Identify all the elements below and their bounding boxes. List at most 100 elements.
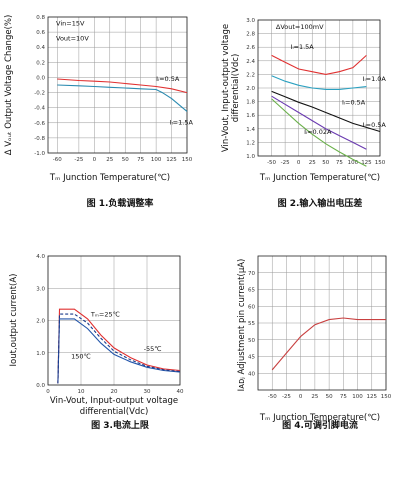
x-tick-label: 20 — [111, 389, 118, 395]
x-tick-label: 40 — [177, 389, 184, 395]
y-tick-label: 3.0 — [36, 286, 45, 292]
series-line-5 — [271, 98, 367, 167]
y-tick-label: -0.2 — [34, 91, 45, 97]
annotation-label: Iₗ=0.5A — [342, 98, 366, 106]
plot-frame — [257, 19, 381, 157]
x-tick-label: 125 — [166, 157, 177, 163]
y-tick-label: -0.6 — [34, 121, 45, 127]
chart-2: -50 -25 0 25 50 75 100 125 150 3.0 2.8 2.6 2.4 2.2 2.0… — [221, 18, 386, 209]
y-axis-label: Iᴀᴅⱼ Adjustment pin current(μA) — [237, 259, 247, 392]
x-axis-label: Vin-Vout, Input-output voltage — [50, 396, 178, 406]
x-tick-label: 100 — [348, 160, 359, 166]
annotation-label: -55℃ — [144, 345, 162, 353]
y-tick-label: 2.8 — [246, 32, 255, 38]
y-tick-label: 1.0 — [36, 351, 45, 357]
y-tick-label: 3.0 — [246, 18, 255, 24]
y-tick-label: 65 — [248, 288, 255, 294]
y-tick-label: 45 — [248, 355, 255, 361]
y-axis-label-line2: differential(Vdc) — [231, 54, 241, 123]
y-tick-label: 40 — [248, 371, 255, 377]
x-axis-label: Tₘ Junction Temperature(℃) — [259, 173, 380, 183]
x-tick-label: 75 — [137, 157, 144, 163]
series-line-1 — [271, 317, 386, 371]
x-axis-label: Tₘ Junction Temperature(℃) — [259, 413, 380, 423]
annotation-label: Vout=10V — [56, 34, 89, 42]
x-tick-label: 75 — [336, 160, 343, 166]
annotation-label: Tₘ=25℃ — [90, 311, 120, 319]
y-tick-label: 0.2 — [36, 60, 45, 66]
y-tick-label: 70 — [248, 271, 255, 277]
series-line-3 — [271, 90, 381, 133]
y-tick-label: 1.2 — [246, 140, 255, 146]
y-axis-label: Vin-Vout, Input-output voltage — [221, 24, 231, 152]
x-tick-label: -25 — [281, 160, 290, 166]
chart-1: -60 -25 0 25 50 75 100 125 150 0.8 0.6 0.4 0.2 0.0 -0.… — [4, 15, 193, 209]
x-tick-label: 125 — [361, 160, 372, 166]
y-tick-label: 1.0 — [246, 154, 255, 160]
y-tick-label: 0.8 — [36, 15, 45, 21]
y-axis-label: Iout,output current(A) — [9, 274, 19, 367]
annotation-label: Iₗ=1.5A — [170, 118, 194, 126]
annotation-label: Iₗ=1.0A — [363, 75, 387, 83]
x-tick-label: 0 — [299, 394, 303, 400]
x-tick-label: 50 — [322, 160, 329, 166]
series-line-2 — [271, 75, 367, 90]
x-tick-label: 50 — [122, 157, 129, 163]
figure-caption: 图 4.可调引脚电流 — [282, 419, 358, 431]
x-tick-label: -25 — [74, 157, 83, 163]
x-tick-label: 100 — [352, 394, 363, 400]
x-tick-label: 75 — [340, 394, 347, 400]
x-tick-label: 100 — [151, 157, 162, 163]
series-line-1 — [57, 78, 188, 94]
y-tick-label: 4.0 — [36, 254, 45, 260]
y-tick-label: -0.8 — [34, 136, 45, 142]
figure-caption: 图 1.负载调整率 — [87, 197, 154, 209]
x-axis-label-line2: differential(Vdc) — [80, 407, 149, 417]
y-tick-label: 0.0 — [36, 75, 45, 81]
y-tick-label: 0.4 — [36, 45, 45, 51]
x-tick-label: 150 — [182, 157, 193, 163]
annotation-label: ΔVout=100mV — [276, 23, 324, 31]
y-tick-label: 50 — [248, 338, 255, 344]
x-tick-label: -50 — [267, 160, 276, 166]
y-tick-label: 60 — [248, 304, 255, 310]
y-axis-label: Δ Vₒᵤₜ Output Voltage Change(%) — [4, 15, 14, 156]
x-tick-label: 25 — [309, 160, 316, 166]
y-tick-label: 2.0 — [246, 86, 255, 92]
x-tick-label: 150 — [375, 160, 386, 166]
y-tick-label: 1.6 — [246, 113, 255, 119]
chart-3: 0 10 20 30 40 4.0 3.0 2.0 1.0 0.0 Tₘ=25℃ -55℃ 150℃ Vi… — [9, 254, 184, 431]
annotation-label: Iₗ=0.02A — [304, 128, 332, 136]
annotation-label: Iₗ=1.5A — [291, 43, 315, 51]
series-line-4 — [271, 95, 367, 150]
annotation-label: Vin=15V — [56, 19, 85, 27]
series-line-3 — [57, 313, 181, 384]
plot-frame — [257, 255, 387, 391]
y-tick-label: 0.6 — [36, 30, 45, 36]
x-tick-label: 30 — [144, 389, 151, 395]
y-tick-label: 0.0 — [36, 383, 45, 389]
x-tick-label: 0 — [93, 157, 97, 163]
y-tick-label: 55 — [248, 321, 255, 327]
y-tick-label: 2.6 — [246, 45, 255, 51]
annotation-label: Iₗ=0.5A — [363, 121, 387, 129]
figure-caption: 图 3.电流上限 — [91, 419, 150, 431]
y-tick-label: 2.0 — [36, 319, 45, 325]
x-tick-label: -50 — [268, 394, 277, 400]
annotation-label: 150℃ — [71, 353, 91, 361]
y-tick-label: 1.8 — [246, 100, 255, 106]
y-tick-label: 2.4 — [246, 59, 255, 65]
y-tick-label: 1.4 — [246, 127, 255, 133]
series-line-2 — [57, 318, 181, 384]
chart-4: -50 -25 0 25 50 75 100 125 150 70 65 60 55 50 45 40 Tₘ J… — [237, 255, 392, 431]
y-tick-label: 2.2 — [246, 72, 255, 78]
plot-frame — [47, 16, 188, 154]
x-tick-label: 150 — [381, 394, 392, 400]
figure-caption: 图 2.输入输出电压差 — [278, 197, 363, 209]
x-tick-label: 25 — [106, 157, 113, 163]
x-axis-label: Tₘ Junction Temperature(℃) — [49, 173, 170, 183]
x-tick-label: 0 — [46, 389, 50, 395]
annotation-label: Iₗ=0.5A — [156, 75, 180, 83]
y-tick-label: -0.4 — [34, 106, 45, 112]
